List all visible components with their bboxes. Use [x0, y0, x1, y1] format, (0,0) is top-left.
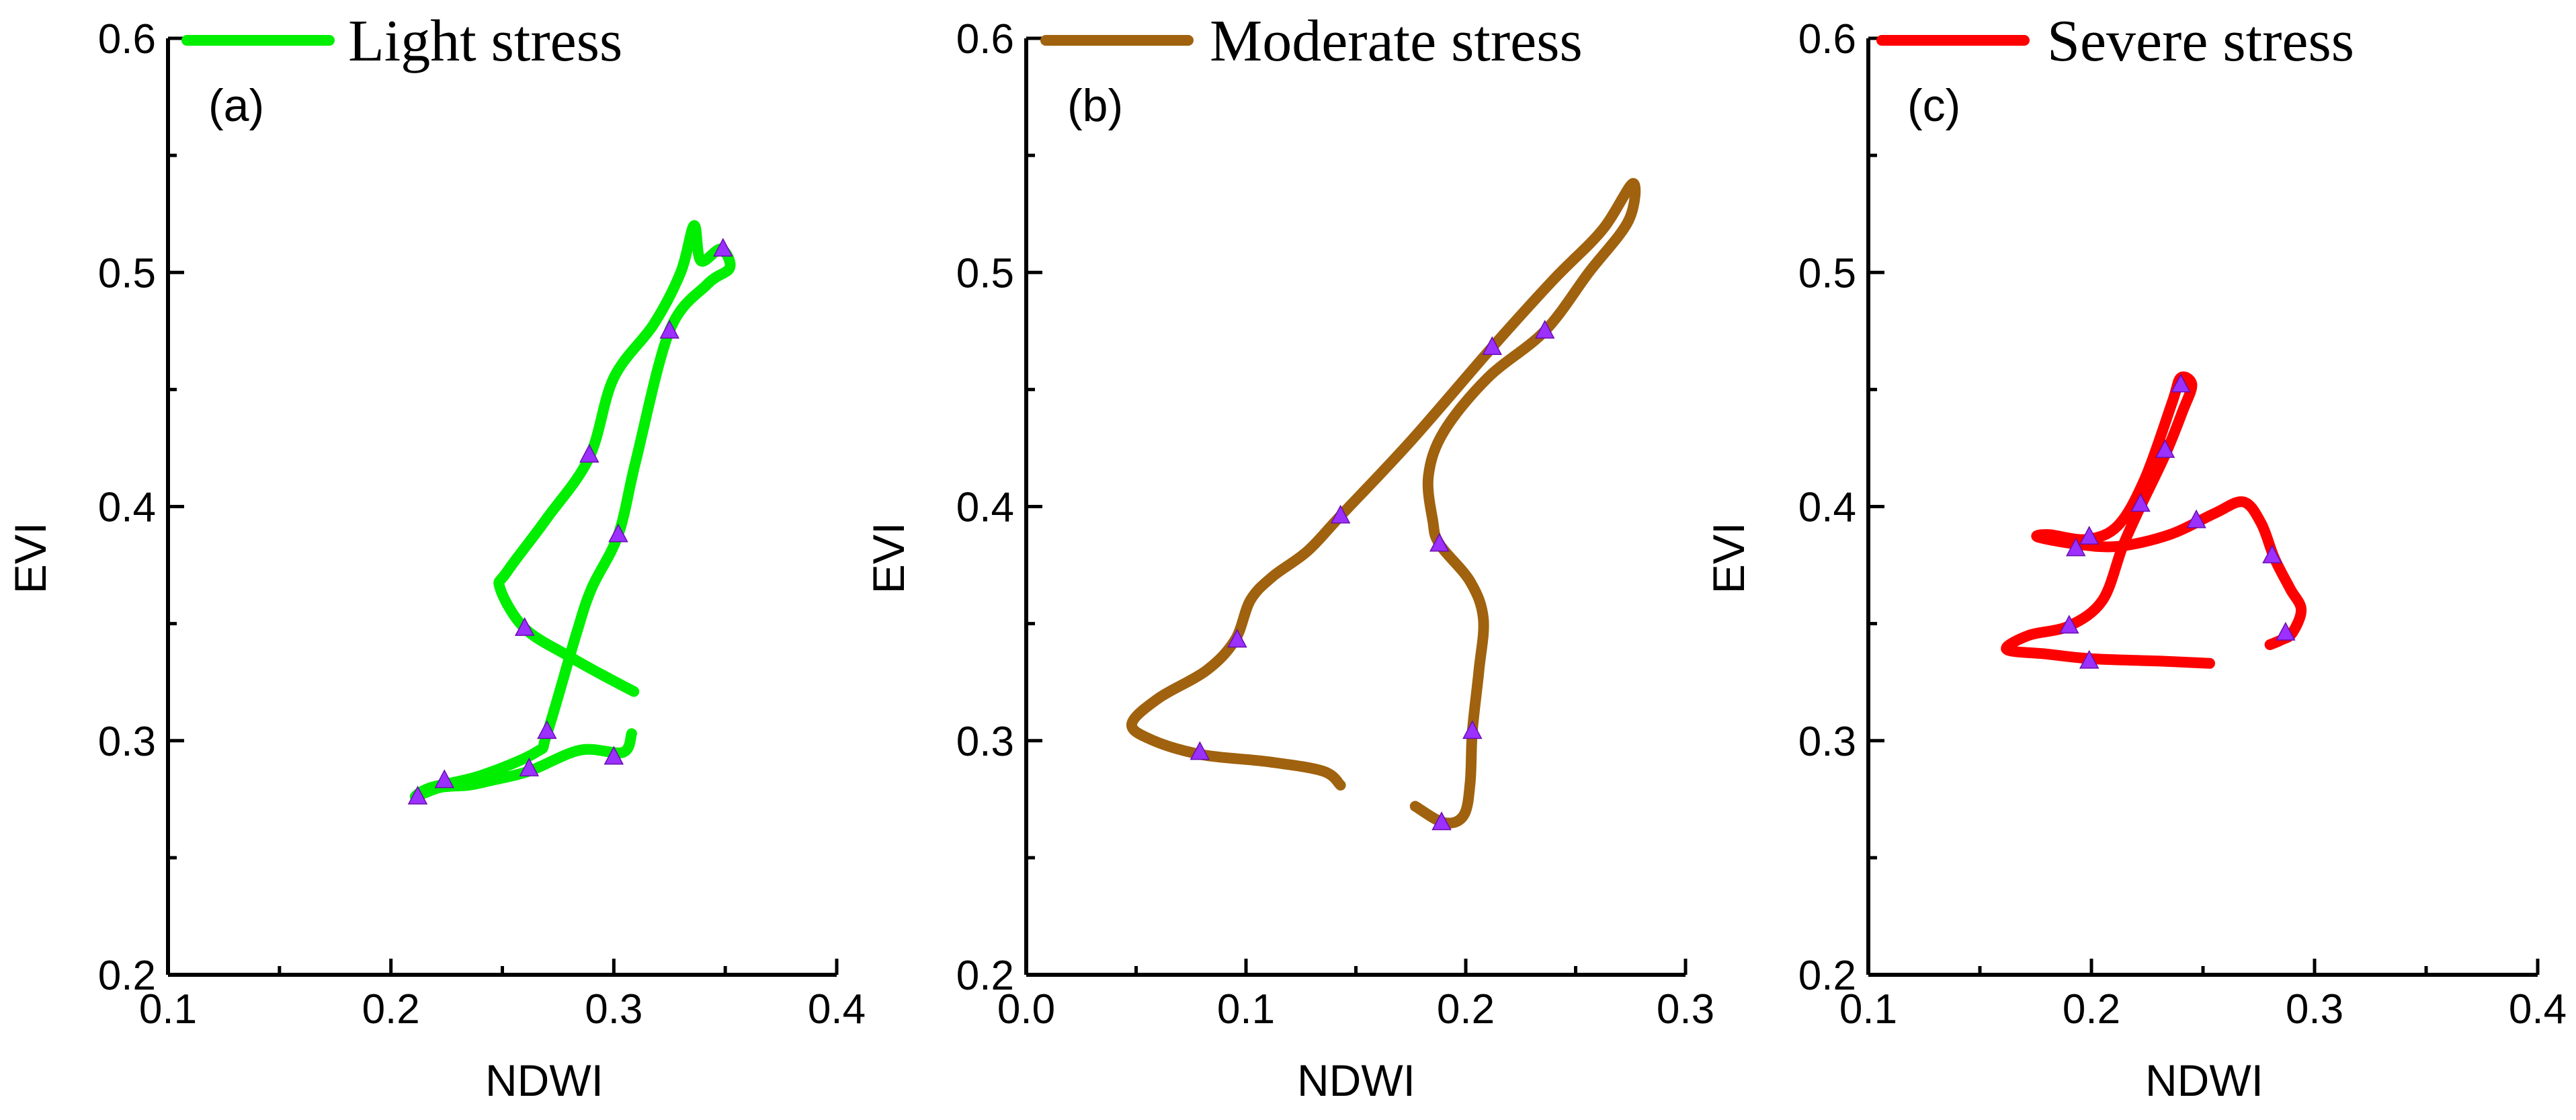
y-tick-label: 0.4 [98, 485, 156, 531]
data-marker [1534, 319, 1555, 339]
x-tick-label: 0.0 [997, 986, 1055, 1033]
x-axis-title: NDWI [2145, 1055, 2263, 1105]
y-tick-label: 0.6 [98, 16, 156, 63]
series-layer [409, 220, 736, 803]
data-marker [2186, 509, 2206, 528]
axes-layer: 0.1 0.2 0.3 0.40.20.30.40.50.6 [98, 16, 866, 1033]
data-marker [2059, 614, 2079, 634]
y-tick-label: 0.6 [1798, 16, 1856, 63]
x-tick-label: 0.1 [1839, 986, 1897, 1033]
data-marker [2262, 545, 2282, 563]
data-marker [713, 237, 733, 257]
y-tick-label: 0.5 [956, 250, 1014, 296]
legend-label-light-stress: Light stress [348, 9, 622, 74]
marker-layer [1190, 319, 1555, 830]
data-marker [2171, 373, 2191, 393]
marker-layer [407, 237, 733, 805]
data-marker [2079, 649, 2100, 669]
data-marker [1227, 629, 1247, 648]
x-tick-label: 0.4 [808, 986, 866, 1033]
data-marker [2079, 526, 2100, 545]
series-layer [1126, 177, 1641, 829]
x-tick-label: 0.3 [585, 986, 642, 1033]
data-marker [2155, 439, 2175, 458]
data-marker [1462, 720, 1483, 739]
data-marker [604, 746, 624, 765]
y-axis-title: EVI [1704, 522, 1753, 594]
data-marker [407, 785, 428, 805]
legend-label-severe-stress: Severe stress [2047, 9, 2354, 74]
y-axis-title: EVI [5, 522, 55, 594]
x-axis-title: NDWI [485, 1055, 604, 1105]
y-tick-label: 0.4 [956, 485, 1014, 531]
x-tick-label: 0.4 [2509, 986, 2567, 1033]
x-tick-label: 0.2 [362, 986, 420, 1033]
y-axis-title: EVI [864, 522, 913, 594]
series-line [2001, 371, 2307, 669]
y-tick-label: 0.5 [98, 250, 156, 296]
data-marker [1431, 811, 1452, 830]
y-tick-label: 0.6 [956, 16, 1014, 63]
x-tick-label: 0.1 [139, 986, 197, 1033]
x-tick-label: 0.3 [2286, 986, 2343, 1033]
data-marker [1190, 741, 1210, 760]
data-marker [2276, 621, 2296, 641]
x-axis-title: NDWI [1297, 1055, 1415, 1105]
data-marker [608, 523, 628, 543]
series-line [409, 220, 736, 803]
data-marker [519, 757, 540, 776]
y-tick-label: 0.3 [956, 719, 1014, 765]
series-layer [2001, 371, 2307, 669]
y-tick-label: 0.5 [1798, 250, 1856, 296]
data-marker [1330, 504, 1351, 524]
data-marker [659, 319, 679, 339]
x-tick-label: 0.1 [1217, 986, 1275, 1033]
marker-layer [2059, 373, 2296, 669]
axes-layer: 0.0 0.1 0.2 0.3 0.2 0.3 0.4 0.5 0.6 [956, 16, 1714, 1033]
data-marker [2130, 493, 2151, 512]
x-tick-label: 0.3 [1657, 986, 1714, 1033]
panel-a: 0.1 0.2 0.3 0.40.20.30.40.50.6 (a) Light st… [5, 9, 866, 1105]
data-marker [537, 720, 557, 739]
data-marker [579, 444, 599, 463]
data-marker [2066, 537, 2086, 557]
data-marker [1482, 336, 1502, 355]
data-marker [514, 616, 535, 636]
x-tick-label: 0.2 [1437, 986, 1495, 1033]
data-marker [1429, 532, 1450, 552]
panel-b: 0.0 0.1 0.2 0.3 0.2 0.3 0.4 0.5 0.6 (b) Moderate… [864, 9, 1714, 1105]
series-line [1126, 177, 1641, 829]
y-tick-label: 0.2 [98, 953, 156, 999]
legend-label-moderate-stress: Moderate stress [1210, 9, 1583, 74]
panel-label: (b) [1067, 80, 1123, 131]
y-tick-label: 0.3 [98, 719, 156, 765]
axes-layer: 0.1 0.2 0.3 0.40.20.30.40.50.6 [1798, 16, 2567, 1033]
x-tick-label: 0.2 [2063, 986, 2120, 1033]
y-tick-label: 0.3 [1798, 719, 1856, 765]
y-tick-label: 0.2 [956, 953, 1014, 999]
y-tick-label: 0.4 [1798, 485, 1856, 531]
data-marker [434, 769, 455, 789]
panel-label: (a) [208, 80, 264, 131]
panel-label: (c) [1907, 80, 1960, 131]
y-tick-label: 0.2 [1798, 953, 1856, 999]
panel-c: 0.1 0.2 0.3 0.40.20.30.40.50.6 (c) Severe s… [1704, 9, 2567, 1105]
